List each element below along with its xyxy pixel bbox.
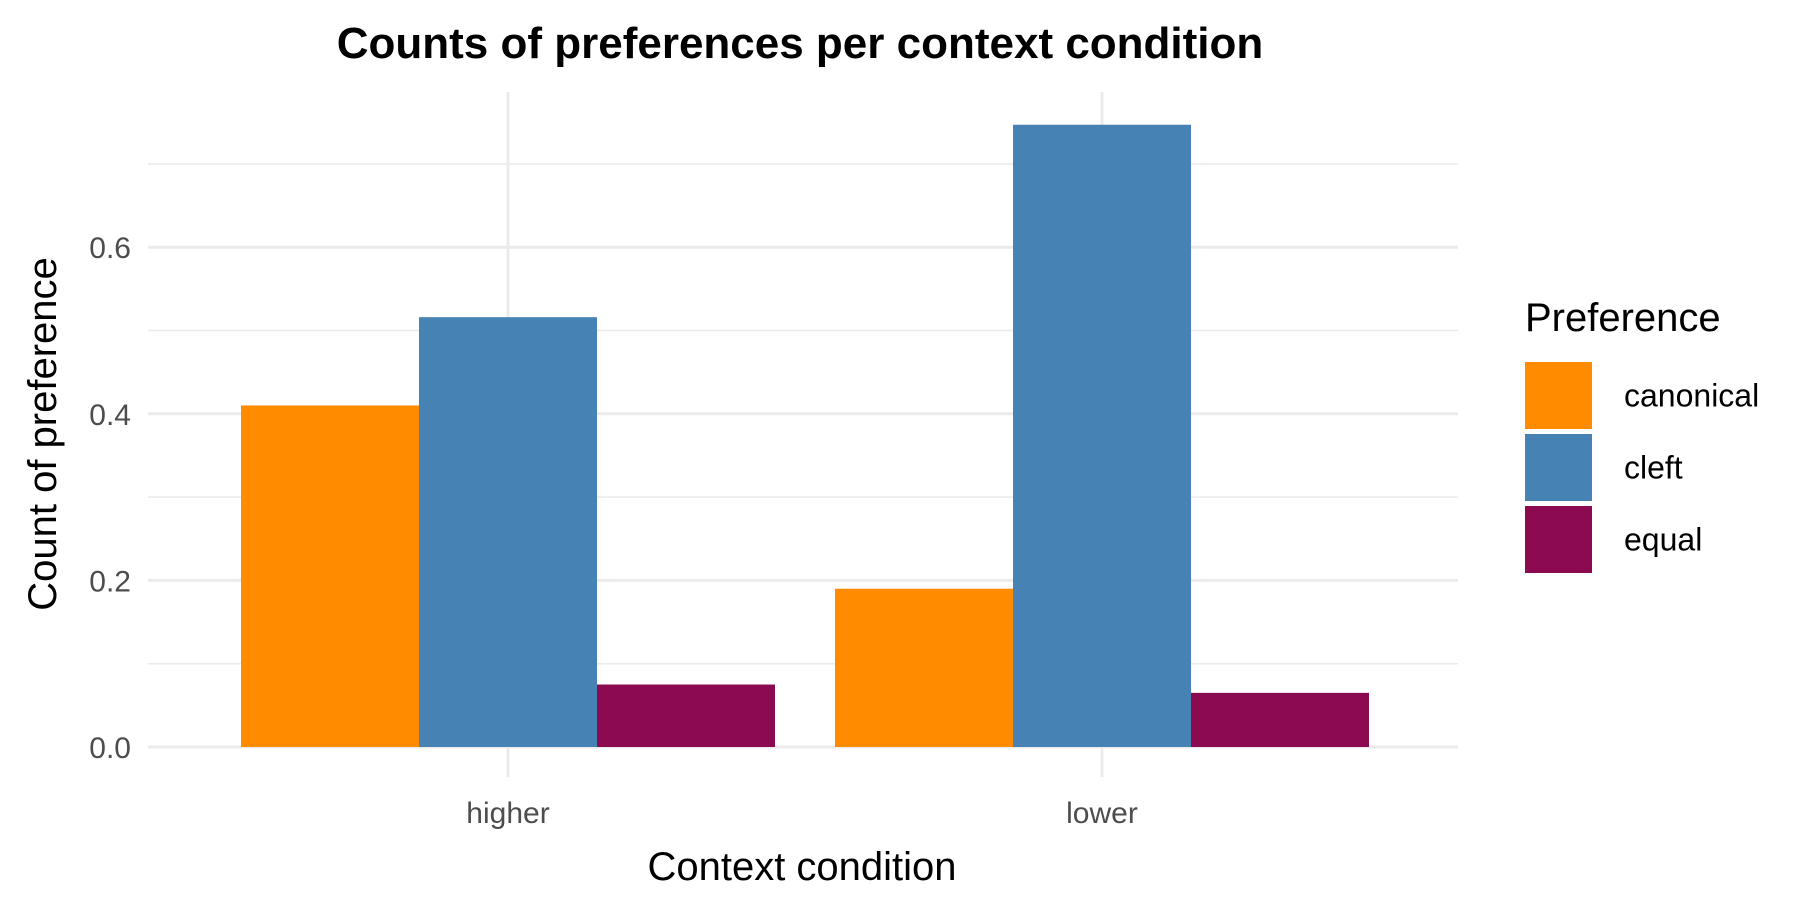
x-tick-label: higher <box>466 797 549 830</box>
y-axis-title: Count of preference <box>21 257 65 611</box>
x-axis-title: Context condition <box>647 845 956 889</box>
x-axis-ticks: higher lower <box>466 797 1138 830</box>
legend-title: Preference <box>1525 296 1721 340</box>
x-tick-label: lower <box>1066 797 1138 830</box>
y-axis-ticks: 0.0 0.2 0.4 0.6 <box>89 232 131 765</box>
legend-key-cleft <box>1525 434 1592 501</box>
chart-title: Counts of preferences per context condit… <box>337 19 1264 68</box>
y-tick-label: 0.2 <box>89 565 131 598</box>
y-tick-label: 0.0 <box>89 732 131 765</box>
bar-equal-lower <box>1191 692 1369 747</box>
bar-canonical-lower <box>835 588 1013 747</box>
y-tick-label: 0.4 <box>89 399 131 432</box>
legend: Preference canonical cleft equal <box>1525 296 1759 573</box>
bars <box>241 124 1369 747</box>
bar-equal-higher <box>597 684 775 747</box>
legend-label-equal: equal <box>1624 522 1702 558</box>
legend-label-cleft: cleft <box>1624 450 1683 486</box>
bar-cleft-lower <box>1013 124 1191 747</box>
legend-key-equal <box>1525 506 1592 573</box>
legend-items: canonical cleft equal <box>1525 362 1759 573</box>
legend-key-canonical <box>1525 362 1592 429</box>
bar-canonical-higher <box>241 405 419 747</box>
bar-cleft-higher <box>419 317 597 747</box>
legend-label-canonical: canonical <box>1624 378 1759 414</box>
y-tick-label: 0.6 <box>89 232 131 265</box>
